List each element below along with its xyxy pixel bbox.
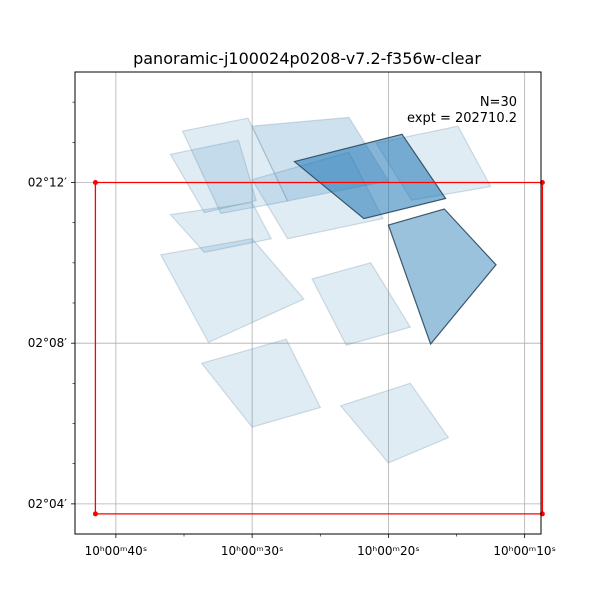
footprint-2	[169, 139, 257, 214]
y-tick-label: 02°12′	[28, 175, 68, 189]
detector-region-layer	[92, 179, 545, 517]
footprint-layer	[159, 116, 497, 464]
footprint-4	[159, 238, 305, 344]
footprint-12	[387, 208, 497, 346]
chart-title: panoramic-j100024p0208-v7.2-f356w-clear	[133, 49, 481, 68]
y-tick-label: 02°04′	[28, 497, 68, 511]
detector-corner-marker	[92, 179, 98, 185]
detector-corner-marker	[92, 511, 98, 517]
x-tick-label: 10ʰ00ᵐ30ˢ	[221, 544, 284, 558]
footprint-1	[181, 117, 289, 215]
tick-layer: 10ʰ00ᵐ40ˢ 10ʰ00ᵐ30ˢ 10ʰ00ᵐ20ˢ 10ʰ00ᵐ10ˢ 02°0…	[28, 101, 556, 558]
footprint-11	[293, 133, 447, 220]
x-tick-label: 10ʰ00ᵐ10ˢ	[493, 544, 556, 558]
exposure-annotation: expt = 202710.2	[407, 111, 517, 126]
y-tick-label: 02°08′	[28, 336, 68, 350]
count-annotation: N=30	[480, 95, 517, 110]
footprint-8	[311, 262, 412, 346]
footprint-3	[169, 201, 273, 254]
footprint-9	[200, 338, 322, 428]
x-tick-label: 10ʰ00ᵐ40ˢ	[85, 544, 148, 558]
footprint-10	[339, 382, 450, 464]
x-tick-label: 10ʰ00ᵐ20ˢ	[357, 544, 420, 558]
